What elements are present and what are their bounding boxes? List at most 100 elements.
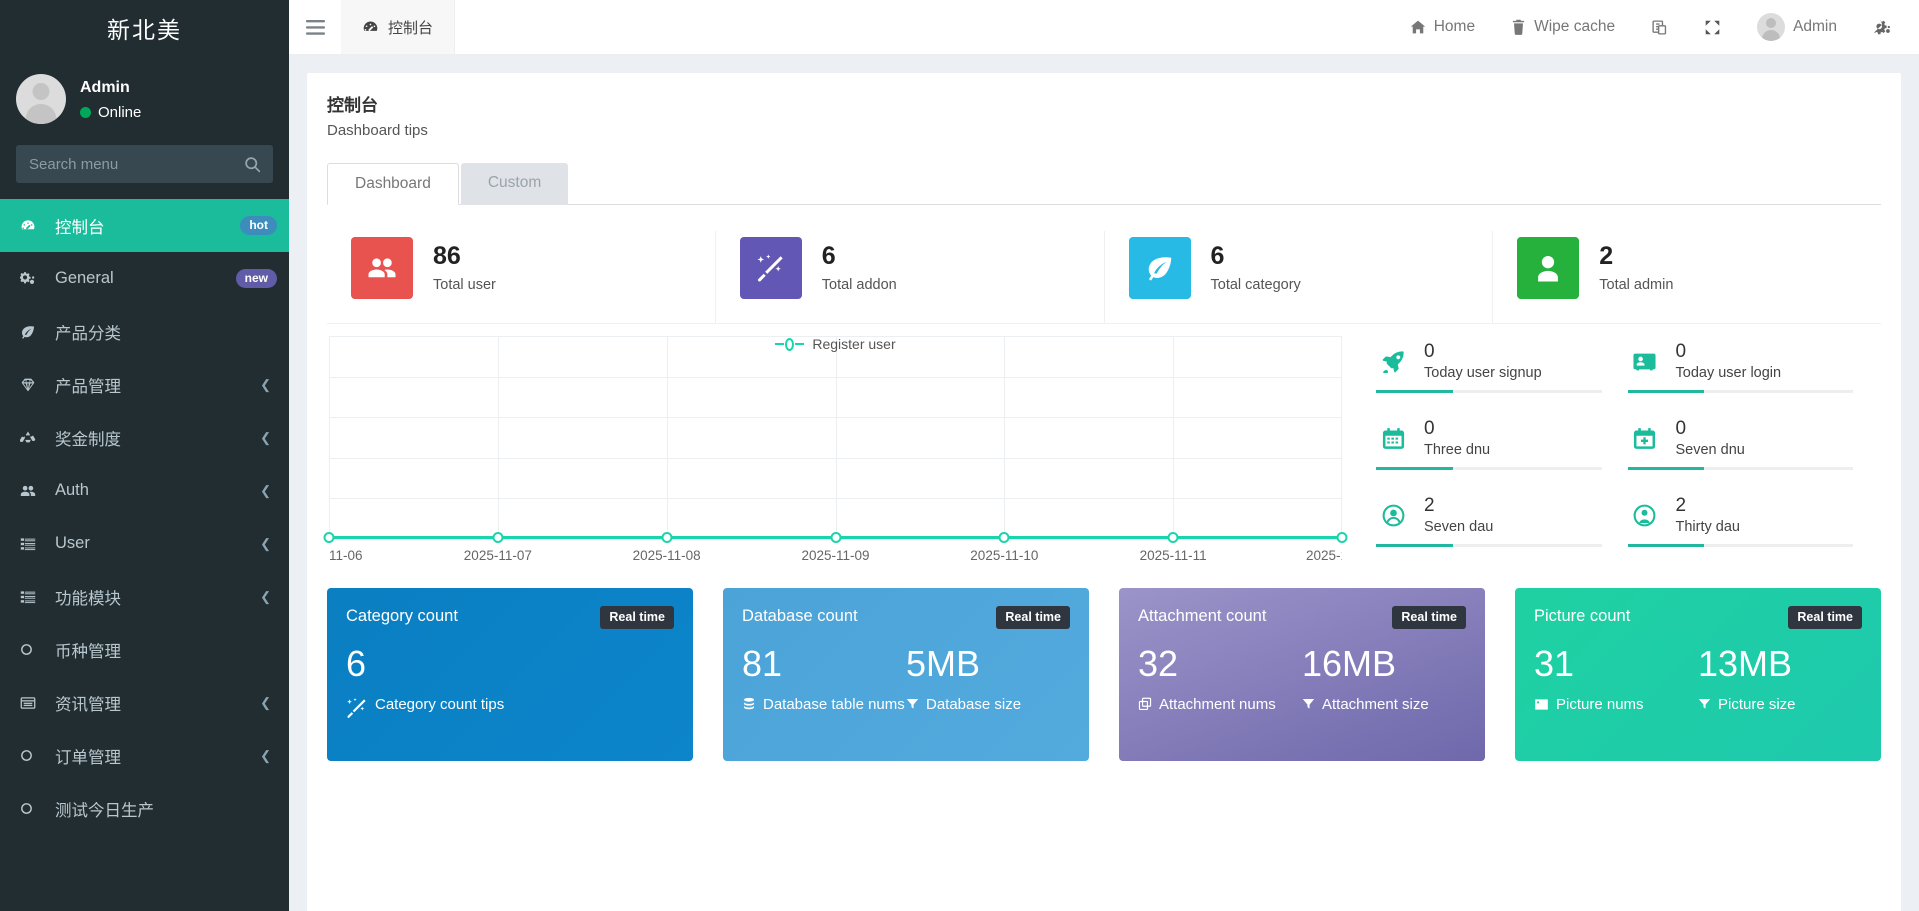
- search-icon[interactable]: [240, 146, 272, 182]
- sidebar-item-6[interactable]: User ❮: [0, 517, 289, 570]
- search-input[interactable]: [17, 155, 240, 173]
- status-badge: Real time: [1392, 606, 1466, 629]
- mini-stat-label: Today user login: [1675, 364, 1782, 381]
- sidebar-menu: 控制台 hot General new 产品分类 产品管理 ❮ 奖金制度 ❮ Auth ❮ User ❮…: [0, 199, 289, 835]
- fullscreen-icon[interactable]: [1686, 0, 1739, 55]
- sidebar-item-9[interactable]: 资讯管理 ❮: [0, 676, 289, 729]
- circle-icon: [20, 802, 46, 815]
- stat-label: Total addon: [821, 276, 897, 293]
- sidebar-item-label: 订单管理: [55, 748, 121, 767]
- stat-label: Total user: [433, 276, 496, 293]
- wipe-cache-label: Wipe cache: [1534, 18, 1616, 35]
- chevron-left-icon: ❮: [260, 588, 271, 604]
- info-box-metric: 81 Database table nums: [742, 645, 906, 716]
- status-badge: new: [235, 269, 277, 288]
- info-box-title: Category count: [346, 607, 458, 625]
- info-box-title: Picture count: [1534, 607, 1631, 625]
- chart-data-point[interactable]: [661, 532, 673, 543]
- sidebar-item-5[interactable]: Auth ❮: [0, 464, 289, 517]
- clone-icon: [1138, 695, 1152, 717]
- chart-data-point[interactable]: [1167, 532, 1179, 543]
- sidebar-item-label: 产品分类: [55, 324, 121, 343]
- mini-stat-card: 0 Three dnu: [1376, 413, 1628, 490]
- mini-stat-label: Today user signup: [1424, 364, 1542, 381]
- mini-stat-card: 2 Thirty dau: [1627, 490, 1880, 567]
- id-card-icon: [1628, 350, 1662, 373]
- mini-stat-card: 2 Seven dau: [1376, 490, 1628, 567]
- home-icon: [1410, 20, 1425, 34]
- info-box-caption: Database size: [926, 695, 1022, 713]
- brand-logo[interactable]: 新北美: [0, 0, 289, 55]
- sidebar-item-label: General: [55, 269, 114, 287]
- info-box-caption: Picture size: [1718, 695, 1796, 713]
- window-icon: [20, 695, 46, 711]
- info-box-caption: Picture nums: [1556, 695, 1644, 713]
- sidebar-item-4[interactable]: 奖金制度 ❮: [0, 411, 289, 464]
- sidebar-item-3[interactable]: 产品管理 ❮: [0, 358, 289, 411]
- info-box: Picture count Real time 31 Picture nums 13MB…: [1515, 588, 1881, 761]
- calendar-plus-icon: [1628, 427, 1662, 450]
- sidebar-item-label: 产品管理: [55, 377, 121, 396]
- mini-stat-value: 2: [1675, 494, 1687, 516]
- chart-data-point[interactable]: [830, 532, 841, 543]
- tab-custom[interactable]: Custom: [460, 163, 569, 205]
- gridline-v: [1004, 336, 1006, 539]
- chart-data-point[interactable]: [1336, 532, 1348, 543]
- sidebar-item-label: 功能模块: [55, 589, 121, 608]
- tab-dashboard[interactable]: Dashboard: [327, 163, 459, 205]
- mini-stat-progress: [1627, 466, 1853, 470]
- info-box-caption: Category count tips: [375, 695, 505, 713]
- list-icon: [20, 536, 46, 552]
- sidebar-item-8[interactable]: 币种管理: [0, 623, 289, 676]
- user-circle-icon: [1376, 504, 1410, 527]
- image-icon: [1534, 695, 1549, 718]
- chart-legend[interactable]: Register user: [329, 336, 1342, 352]
- chart-data-point[interactable]: [998, 532, 1010, 543]
- home-link[interactable]: Home: [1392, 0, 1493, 55]
- sidebar-item-11[interactable]: 测试今日生产: [0, 782, 289, 835]
- avatar: [1757, 13, 1786, 41]
- info-box-caption: Database table nums: [763, 695, 905, 713]
- x-tick-label: 11-06: [329, 548, 363, 563]
- sidebar-item-1[interactable]: General new: [0, 252, 289, 305]
- gridline-v: [835, 336, 837, 539]
- dashboard-icon: [363, 21, 378, 31]
- stat-value: 6: [821, 242, 836, 271]
- x-tick-label: 2025-11-09: [801, 548, 870, 563]
- info-box-caption: Attachment size: [1322, 695, 1429, 713]
- circle-icon: [20, 749, 46, 762]
- wipe-cache-link[interactable]: Wipe cache: [1493, 0, 1633, 55]
- topbar-user[interactable]: Admin: [1739, 0, 1855, 55]
- status-badge: Real time: [600, 606, 674, 629]
- mini-stat-value: 0: [1424, 341, 1435, 362]
- copy-icon[interactable]: [1633, 0, 1686, 55]
- cogs-icon: [20, 271, 46, 287]
- info-box-title: Attachment count: [1138, 607, 1267, 625]
- info-box-title: Database count: [742, 607, 858, 625]
- topbar-tab-dashboard[interactable]: 控制台: [341, 0, 456, 54]
- sidebar-item-2[interactable]: 产品分类: [0, 305, 289, 358]
- chart-data-point[interactable]: [323, 532, 335, 543]
- gridline-v: [1341, 336, 1342, 539]
- settings-gear-icon[interactable]: [1855, 0, 1909, 55]
- dashboard-card: 控制台 Dashboard tips Dashboard Custom 86 To…: [307, 73, 1901, 911]
- chart-plot-area: Register user: [323, 336, 1348, 543]
- gridline-v: [329, 336, 330, 539]
- hamburger-icon[interactable]: [289, 0, 341, 54]
- sidebar-item-0[interactable]: 控制台 hot: [0, 199, 289, 252]
- topbar-user-label: Admin: [1793, 18, 1837, 35]
- x-tick-label: 2025-11-07: [463, 548, 532, 563]
- sidebar-item-7[interactable]: 功能模块 ❮: [0, 570, 289, 623]
- chart-x-tick-labels: 11-06 2025-11-07 2025-11-08 2025-11-09 2025-…: [329, 548, 1342, 570]
- chevron-left-icon: ❮: [260, 694, 271, 710]
- sidebar-item-10[interactable]: 订单管理 ❮: [0, 729, 289, 782]
- database-icon: [742, 695, 756, 717]
- mini-stat-label: Seven dau: [1424, 518, 1494, 535]
- info-box: Category count Real time 6 Category count t…: [327, 588, 693, 761]
- status-badge: Real time: [996, 606, 1070, 629]
- sidebar-item-label: 币种管理: [55, 642, 121, 661]
- mini-stat-progress: [1627, 389, 1853, 393]
- mini-stat-label: Seven dnu: [1675, 441, 1745, 458]
- info-box-caption: Attachment nums: [1159, 695, 1276, 713]
- chart-data-point[interactable]: [492, 532, 504, 543]
